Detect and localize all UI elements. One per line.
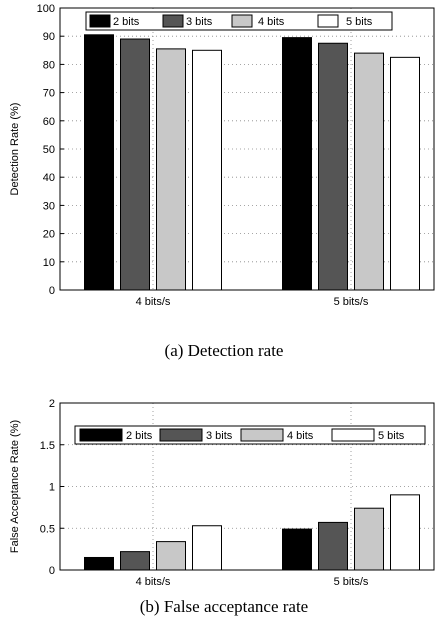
legend-swatch-5-bits — [317, 14, 339, 28]
plot-frame — [59, 7, 435, 291]
legend-label-5-bits: 5 bits — [378, 430, 405, 442]
false-acceptance-rate-chart: 0 0.5 1 1.5 2 4 bits/s 5 bits/s False Acceptanc… — [9, 398, 435, 588]
y-tick-label: 70 — [43, 88, 55, 100]
y-tick-label: 40 — [43, 172, 55, 184]
legend: 2 bits 3 bits 4 bits 5 bits — [74, 425, 426, 445]
y-tick-label: 80 — [43, 59, 55, 71]
legend-swatch-5-bits — [331, 428, 375, 442]
y-tick-label: 2 — [49, 398, 55, 410]
bar-5-bits-4-bits-s — [192, 49, 222, 291]
chart-caption-detection-rate: (a) Detection rate — [165, 341, 284, 360]
bar-2-bits-4-bits-s — [84, 556, 114, 571]
y-tick-label: 100 — [37, 3, 55, 15]
y-tick-label: 1 — [49, 482, 55, 494]
legend-swatch-2-bits — [79, 428, 123, 442]
bar-5-bits-5-bits-s — [390, 494, 420, 571]
y-tick-label: 90 — [43, 31, 55, 43]
chart-caption-false-acceptance-rate: (b) False acceptance rate — [140, 597, 308, 616]
y-tick-label: 0 — [49, 565, 55, 577]
legend-label-2-bits: 2 bits — [126, 430, 153, 442]
bar-3-bits-5-bits-s — [318, 42, 348, 291]
bar-3-bits-4-bits-s — [120, 38, 150, 291]
plot-frame — [59, 402, 435, 571]
legend-swatch-4-bits — [240, 428, 284, 442]
bar-5-bits-5-bits-s — [390, 56, 420, 291]
legend-label-2-bits: 2 bits — [113, 16, 140, 28]
y-tick-label: 20 — [43, 229, 55, 241]
x-tick-label: 4 bits/s — [136, 296, 171, 308]
bar-4-bits-4-bits-s — [156, 541, 186, 571]
bar-4-bits-4-bits-s — [156, 48, 186, 291]
legend-label-4-bits: 4 bits — [287, 430, 314, 442]
legend-label-5-bits: 5 bits — [346, 16, 373, 28]
y-tick-label: 30 — [43, 200, 55, 212]
bar-2-bits-4-bits-s — [84, 34, 114, 291]
bar-2-bits-5-bits-s — [282, 37, 312, 291]
legend-swatch-3-bits — [159, 428, 203, 442]
y-tick-label: 1.5 — [40, 440, 55, 452]
y-tick-label: 50 — [43, 144, 55, 156]
bar-4-bits-5-bits-s — [354, 52, 384, 291]
bar-4-bits-5-bits-s — [354, 507, 384, 571]
y-tick-label: 0.5 — [40, 523, 55, 535]
legend-label-3-bits: 3 bits — [206, 430, 233, 442]
y-tick-label: 60 — [43, 116, 55, 128]
x-tick-label: 4 bits/s — [136, 576, 171, 588]
legend-swatch-2-bits — [89, 14, 111, 28]
y-tick-label: 10 — [43, 257, 55, 269]
y-axis-label: Detection Rate (%) — [9, 103, 21, 196]
legend: 2 bits 3 bits 4 bits 5 bits — [85, 11, 393, 31]
x-tick-label: 5 bits/s — [334, 296, 369, 308]
legend-label-3-bits: 3 bits — [186, 16, 213, 28]
bar-3-bits-4-bits-s — [120, 551, 150, 571]
bar-2-bits-5-bits-s — [282, 528, 312, 571]
detection-rate-chart: 0 10 20 30 40 50 60 70 80 90 100 4 bits/s 5 bits/s De… — [9, 3, 435, 308]
bar-3-bits-5-bits-s — [318, 521, 348, 571]
legend-swatch-4-bits — [231, 14, 253, 28]
y-tick-label: 0 — [49, 285, 55, 297]
bar-5-bits-4-bits-s — [192, 525, 222, 571]
y-axis-label: False Acceptance Rate (%) — [9, 420, 21, 553]
legend-label-4-bits: 4 bits — [258, 16, 285, 28]
x-tick-label: 5 bits/s — [334, 576, 369, 588]
legend-swatch-3-bits — [162, 14, 184, 28]
